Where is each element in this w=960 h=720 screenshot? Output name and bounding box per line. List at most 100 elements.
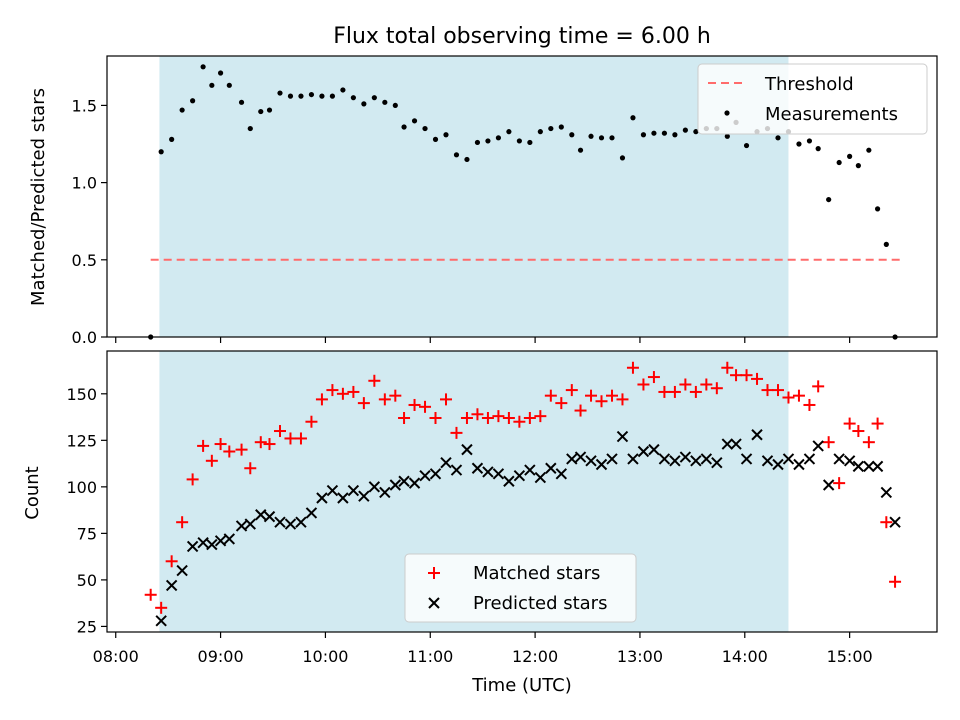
count-y-tick-label: 50 [77,571,97,590]
measurement-point [287,93,294,99]
matched-star-point [326,384,339,397]
measurement-point [569,132,575,138]
matched-star-point [378,393,391,406]
matched-star-point [626,361,639,374]
predicted-star-point [214,535,227,547]
x-tick-label: 15:00 [827,647,873,666]
matched-star-point [205,454,218,467]
chart-title: Flux total observing time = 6.00 h [333,24,711,49]
predicted-star-point [534,471,547,484]
predicted-star-point [566,453,578,465]
measurement-point [866,147,872,153]
measurement-point [724,133,730,139]
matched-star-point [658,385,671,398]
matched-star-point [605,389,618,402]
x-axis-label: Time (UTC) [471,675,572,696]
measurement-point [277,90,283,96]
matched-star-point [595,395,608,408]
matched-star-point [315,393,328,406]
count-y-tick-label: 75 [77,524,97,543]
measurement-point [361,101,367,107]
x-tick-label: 10:00 [302,647,348,666]
predicted-star-point [843,455,856,467]
predicted-star-point [669,455,681,467]
predicted-star-point [648,443,660,456]
matched-star-point [880,516,893,529]
count-y-tick-label: 100 [66,478,97,497]
ratio-y-axis-label: Matched/Predicted stars [28,88,49,306]
predicted-star-point [244,518,256,530]
matched-star-point [668,385,681,398]
matched-star-point [305,415,318,428]
x-tick-label: 14:00 [722,647,768,666]
predicted-star-point [482,466,494,478]
matched-star-point [555,397,568,410]
predicted-star-point [833,453,845,465]
x-tick-label: 13:00 [617,647,663,666]
matched-star-point [471,408,484,421]
matched-star-point [843,417,856,430]
ratio-axes-frame [106,55,938,338]
matched-star-point [679,378,692,391]
measurement-point [558,124,564,130]
matched-legend-swatch [428,567,440,579]
matched-star-point [689,385,702,398]
matched-star-point [263,438,276,451]
matched-star-point [637,378,650,391]
predicted-star-point [235,520,248,532]
measurement-point [630,115,636,121]
predicted-star-point [197,536,209,549]
x-tick-label: 09:00 [198,647,244,666]
count-y-ticks: 25 50 75 100 125 150 [66,385,107,636]
measurement-point [179,107,185,113]
measurement-point [340,87,346,93]
predicted-star-point [545,462,557,474]
measurement-point [392,102,398,109]
predicted-star-point [295,516,307,528]
predicted-star-point [555,468,568,480]
matched-star-point [347,385,360,398]
matched-star-point [803,398,816,411]
matched-star-point [710,382,723,395]
measurement-point [238,99,245,105]
predicted-star-point [389,479,402,491]
measurement-point [158,149,164,155]
matched-star-point [761,384,774,397]
count-y-tick-label: 125 [66,431,97,450]
predicted-star-point [822,479,835,491]
measurements-legend-label: Measurements [765,104,898,125]
observing-window-shade-top [159,56,789,337]
measurement-point [382,99,388,105]
matched-star-point [492,410,505,423]
matched-star-point [534,410,547,423]
measurement-point [516,138,522,144]
measurement-point [329,93,336,99]
matched-star-point [176,516,189,529]
measurement-point [319,93,325,99]
measurement-point [693,129,699,135]
predicted-star-point [690,455,702,467]
ratio-panel: 0.0 0.5 1.0 1.5 Matched/Predicted stars Thr… [28,55,938,347]
measurement-point [609,135,615,141]
measurement-point [527,139,533,146]
measurement-point [506,129,512,135]
predicted-star-point [863,460,875,473]
measurement-point [209,82,215,88]
predicted-star-point [263,510,276,523]
matched-star-point [771,384,784,397]
matched-star-point [419,400,432,413]
matched-star-point [398,411,411,424]
measurement-points [148,64,898,340]
predicted-star-point [503,475,515,487]
predicted-star-point [606,453,618,465]
matched-star-point [700,378,713,391]
predicted-star-point [721,438,734,450]
predicted-star-point [165,579,178,592]
matched-star-point [585,389,598,402]
matched-star-point [284,432,297,445]
measurement-point [577,147,584,153]
predicted-star-point [492,468,505,480]
predicted-star-point [284,518,297,530]
predicted-star-point [627,453,639,465]
predicted-star-point [803,453,816,465]
